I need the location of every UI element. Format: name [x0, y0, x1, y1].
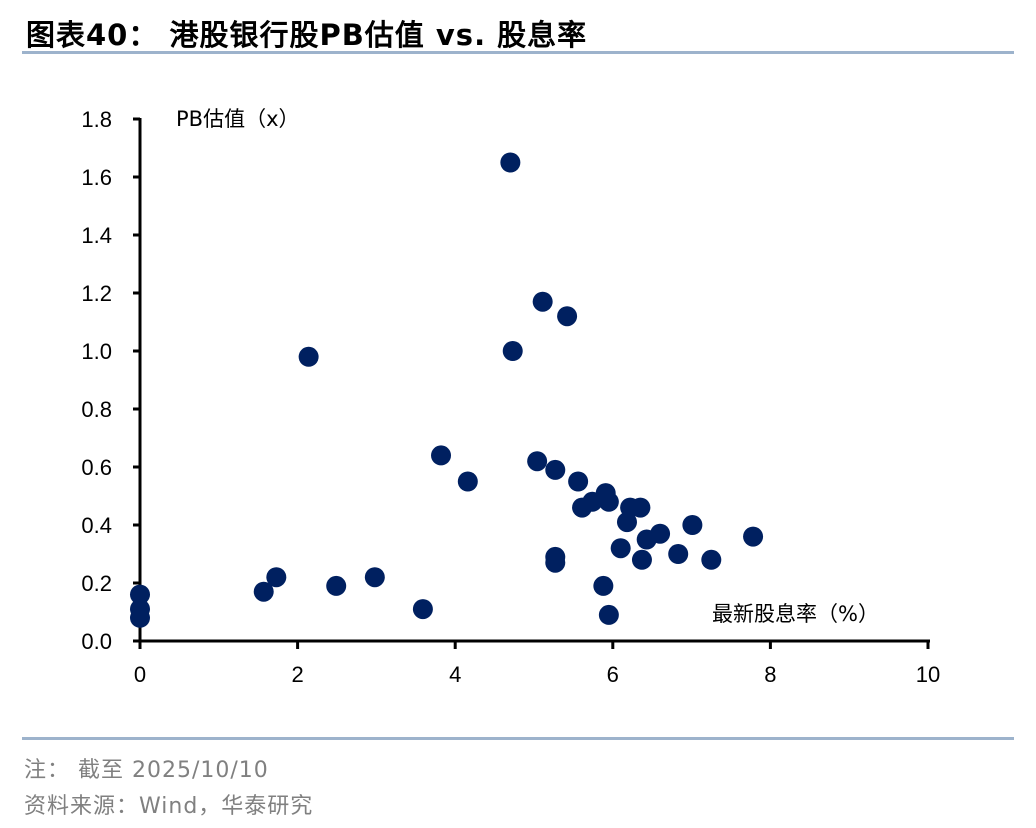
- data-point: [598, 604, 619, 625]
- title-divider: [22, 51, 1014, 54]
- data-point: [682, 515, 703, 535]
- data-point: [545, 552, 566, 573]
- data-point: [631, 549, 652, 570]
- data-point: [266, 567, 287, 588]
- data-point: [326, 575, 347, 596]
- data-point: [610, 538, 631, 559]
- data-point: [364, 567, 385, 588]
- data-point: [253, 581, 274, 602]
- data-point: [130, 584, 150, 605]
- data-point: [557, 306, 578, 327]
- data-point: [527, 451, 548, 472]
- data-point: [668, 544, 689, 564]
- scatter-points: [130, 152, 764, 628]
- y-tick-label: 1.0: [81, 339, 112, 364]
- y-tick-label: 0.6: [81, 455, 112, 480]
- y-tick-label: 1.2: [81, 281, 112, 306]
- data-point: [298, 346, 319, 367]
- footnote-source: 资料来源：Wind，华泰研究: [24, 794, 314, 819]
- data-point: [593, 575, 614, 596]
- y-tick-label: 1.6: [81, 165, 112, 190]
- data-point: [598, 491, 619, 512]
- data-point: [743, 526, 764, 547]
- data-point: [630, 497, 651, 518]
- x-tick-label: 0: [134, 662, 146, 687]
- data-point: [545, 459, 566, 480]
- y-tick-label: 0.0: [81, 629, 112, 654]
- x-tick-label: 8: [764, 662, 776, 687]
- x-tick-label: 2: [291, 662, 303, 687]
- data-point: [412, 599, 433, 620]
- y-axis-title: PB估值（x）: [176, 107, 300, 131]
- footnote-date: 注： 截至 2025/10/10: [24, 758, 269, 783]
- y-tick-label: 1.8: [81, 107, 112, 132]
- data-point: [568, 471, 589, 492]
- data-point: [701, 549, 722, 570]
- footer-divider: [22, 737, 1014, 740]
- scatter-chart: 0.0 0.2 0.4 0.6 0.8 1.0 1.2 1.4 1.6 1.8 0 2 4 6 8 10 P…: [81, 107, 940, 687]
- chart-title: 图表40： 港股银行股PB估值 vs. 股息率: [26, 18, 588, 52]
- y-tick-label: 1.4: [81, 223, 112, 248]
- y-tick-label: 0.4: [81, 513, 112, 538]
- data-point: [431, 445, 452, 466]
- x-axis-title: 最新股息率（%）: [712, 602, 879, 626]
- y-axis-ticks: 0.0 0.2 0.4 0.6 0.8 1.0 1.2 1.4 1.6 1.8: [81, 107, 140, 654]
- x-axis-ticks: 0 2 4 6 8 10: [134, 641, 940, 687]
- data-point: [532, 291, 553, 312]
- y-tick-label: 0.8: [81, 397, 112, 422]
- x-tick-label: 10: [916, 662, 940, 687]
- y-tick-label: 0.2: [81, 571, 112, 596]
- data-point: [457, 471, 478, 492]
- x-tick-label: 6: [607, 662, 619, 687]
- x-tick-label: 4: [449, 662, 461, 687]
- data-point: [502, 341, 523, 361]
- data-point: [130, 607, 150, 628]
- data-point: [650, 523, 671, 544]
- data-point: [500, 152, 521, 173]
